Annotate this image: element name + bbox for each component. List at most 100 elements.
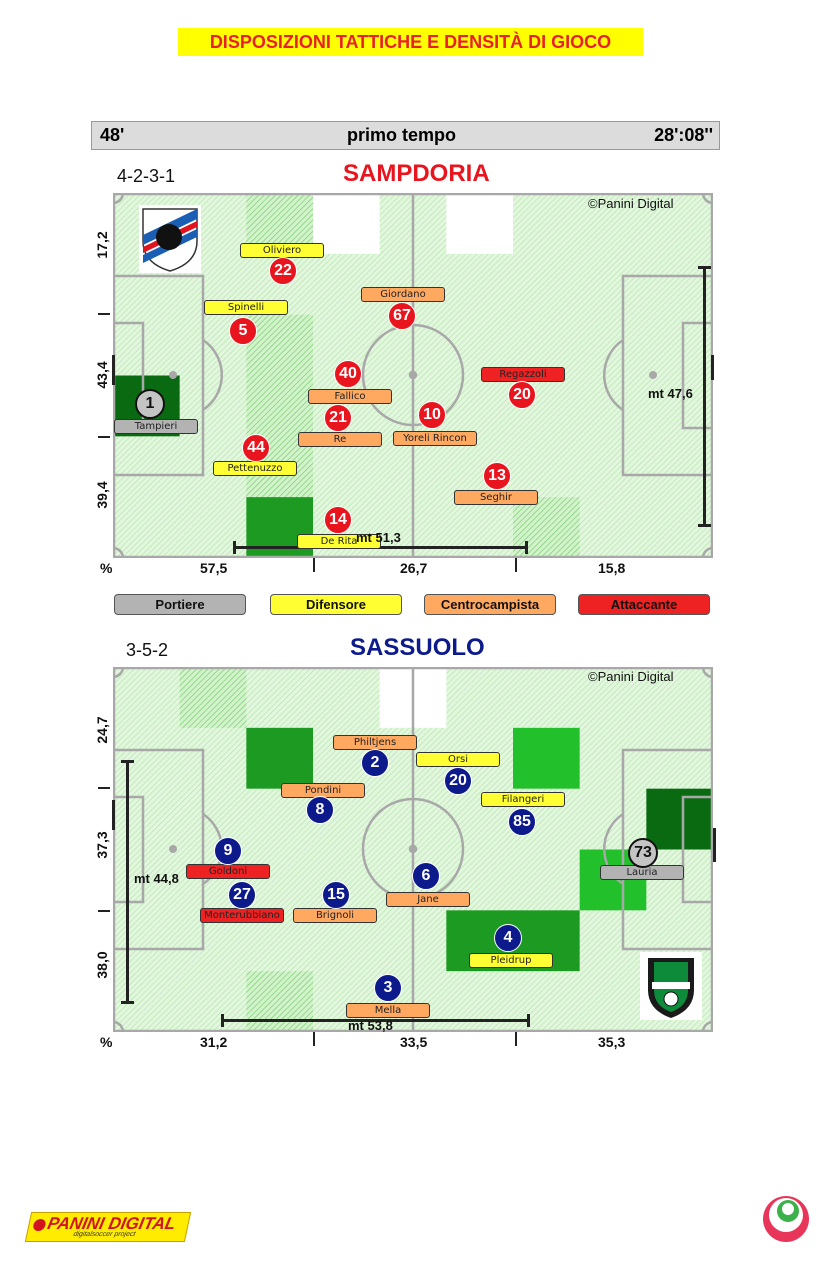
density-cell xyxy=(113,667,181,729)
player-number-marker: 6 xyxy=(412,862,440,890)
density-cell xyxy=(579,375,647,437)
bottom-pct-label: 33,5 xyxy=(400,1034,428,1050)
team-name-sassuolo: SASSUOLO xyxy=(350,634,485,661)
player-name-label: Fallico xyxy=(308,389,392,404)
density-cell xyxy=(646,849,714,911)
width-measure-cap xyxy=(121,760,134,763)
bottom-tick xyxy=(515,1032,517,1046)
density-cell xyxy=(579,910,647,972)
length-measure-cap xyxy=(525,541,528,554)
density-cell xyxy=(513,667,581,729)
length-measure-cap xyxy=(233,541,236,554)
density-cell xyxy=(446,314,514,376)
goal-line-marker xyxy=(711,355,714,380)
density-cell xyxy=(513,314,581,376)
density-cell xyxy=(113,727,181,790)
density-cell xyxy=(246,849,314,911)
team-name-sampdoria: SAMPDORIA xyxy=(343,160,490,187)
width-measure-bar xyxy=(703,266,706,526)
side-tick xyxy=(98,436,110,438)
bottom-tick xyxy=(313,558,315,572)
density-cell xyxy=(246,788,314,850)
density-cell xyxy=(113,497,181,559)
density-cell xyxy=(579,314,647,376)
length-measure-cap xyxy=(221,1014,224,1027)
density-cell xyxy=(579,971,647,1033)
team-length-value: mt 51,3 xyxy=(356,530,401,545)
player-name-label: Jane xyxy=(386,892,470,907)
player-number-marker: 67 xyxy=(388,302,416,330)
density-cell xyxy=(246,667,314,729)
player-name-label: Pleidrup xyxy=(469,953,553,968)
goal-line-marker xyxy=(713,828,716,862)
density-cell xyxy=(579,253,647,316)
density-cell xyxy=(113,314,181,376)
player-number-marker: 1 xyxy=(135,389,165,419)
brand-tagline: digitalsoccer project xyxy=(72,1231,137,1238)
density-cell xyxy=(579,436,647,498)
density-cell xyxy=(246,971,314,1033)
player-name-label: Philtjens xyxy=(333,735,417,750)
density-cell xyxy=(513,193,581,255)
density-cell xyxy=(446,971,514,1033)
player-number-marker: 73 xyxy=(628,838,658,868)
density-cell xyxy=(513,971,581,1033)
density-cell xyxy=(179,727,247,790)
player-number-marker: 8 xyxy=(306,796,334,824)
player-number-marker: 14 xyxy=(324,506,352,534)
panini-digital-logo: PANINI DIGITAL digitalsoccer project xyxy=(24,1212,192,1242)
player-number-marker: 10 xyxy=(418,401,446,429)
density-cell xyxy=(513,849,581,911)
formation-sampdoria: 4-2-3-1 xyxy=(117,166,176,186)
player-number-marker: 13 xyxy=(483,462,511,490)
player-name-label: Monterubbiano xyxy=(200,908,284,923)
legend-portiere: Portiere xyxy=(114,594,246,615)
width-measure-cap xyxy=(698,266,711,269)
panini-mark-icon xyxy=(32,1219,47,1231)
player-name-label: Brignoli xyxy=(293,908,377,923)
formation-sassuolo: 3-5-2 xyxy=(126,640,169,660)
width-measure-bar xyxy=(126,760,129,1003)
player-number-marker: 9 xyxy=(214,837,242,865)
player-name-label: De Rita xyxy=(297,534,381,549)
side-pct-label: 43,4 xyxy=(94,361,110,389)
side-pct-label: 38,0 xyxy=(94,951,110,979)
density-cell xyxy=(579,193,647,255)
sassuolo-crest-logo xyxy=(640,952,702,1020)
density-cell xyxy=(446,667,514,729)
player-number-marker: 20 xyxy=(508,381,536,409)
bottom-pct-label: 57,5 xyxy=(200,560,228,576)
density-cell xyxy=(646,253,714,316)
side-pct-label: 37,3 xyxy=(94,831,110,859)
bottom-pct-label: 31,2 xyxy=(200,1034,228,1050)
bottom-tick xyxy=(515,558,517,572)
side-tick xyxy=(98,787,110,789)
player-name-label: Re xyxy=(298,432,382,447)
density-cell xyxy=(313,253,381,316)
side-tick xyxy=(98,313,110,315)
team-width-value: mt 47,6 xyxy=(648,386,693,401)
density-cell xyxy=(313,193,381,255)
density-cell xyxy=(646,375,714,437)
density-cell xyxy=(579,727,647,790)
player-name-label: Seghir xyxy=(454,490,538,505)
density-cell xyxy=(513,727,581,790)
pct-symbol: % xyxy=(100,560,113,576)
density-cell xyxy=(113,436,181,498)
round-brand-logo xyxy=(762,1193,810,1243)
match-minute: 48' xyxy=(100,125,125,145)
side-pct-label: 17,2 xyxy=(94,231,110,259)
possession-time: 28':08'' xyxy=(654,125,713,145)
match-period: primo tempo xyxy=(347,125,457,145)
side-pct-label: 24,7 xyxy=(94,716,110,744)
side-tick xyxy=(98,910,110,912)
player-name-label: Yoreli Rincon xyxy=(393,431,477,446)
match-status-bar: 48' primo tempo 28':08'' xyxy=(91,121,720,150)
copyright-sampdoria: ©Panini Digital xyxy=(588,196,674,211)
density-cell xyxy=(446,193,514,255)
width-measure-cap xyxy=(698,524,711,527)
team-length-value: mt 53,8 xyxy=(348,1018,393,1033)
player-name-label: Orsi xyxy=(416,752,500,767)
goal-line-marker xyxy=(112,355,115,385)
player-name-label: Spinelli xyxy=(204,300,288,315)
